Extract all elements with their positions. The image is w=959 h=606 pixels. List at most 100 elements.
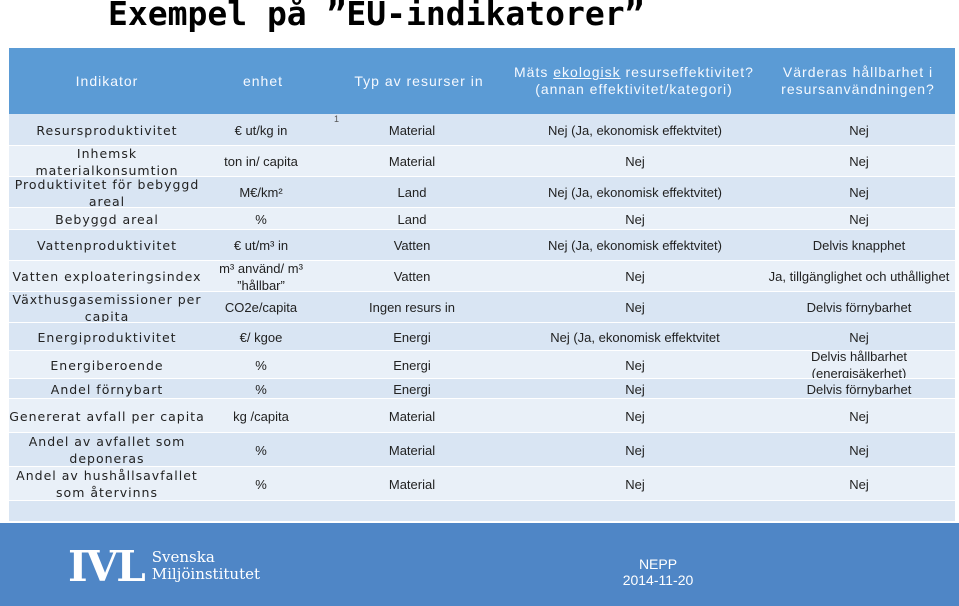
row-divider (9, 398, 955, 399)
row-divider (9, 432, 955, 433)
row-divider (9, 322, 955, 323)
cell-measured: Nej (Ja, ekonomisk effektvitet) (548, 122, 722, 138)
logo-mark: IVL (68, 541, 146, 591)
cell-unit: € ut/kg in (234, 122, 288, 138)
cell-indicator: Växthusgasemissioner per capita (12, 291, 202, 324)
table-row: Vatten exploateringsindex m³ använd/ m³ ”… (9, 260, 955, 293)
cell-resource: Material (388, 154, 436, 169)
cell-sustainability: Nej (849, 476, 869, 492)
cell-measured: Nej (Ja, ekonomisk effektvitet) (548, 185, 722, 200)
table-row: Bebyggd areal% Land Nej Nej (9, 208, 955, 230)
header-underlined-word: ekologisk (553, 64, 621, 80)
row-divider (9, 466, 955, 467)
cell-sustainability: Delvis förnybarhet (806, 300, 912, 315)
cell-sustainability: Nej (849, 185, 869, 200)
cell-unit: % (255, 381, 267, 397)
table-row: Inhemsk materialkonsumtion ton in/ capita… (9, 145, 955, 178)
cell-sustainability: Nej (849, 211, 869, 227)
cell-resource: Land (397, 211, 427, 227)
cell-indicator: Vattenproduktivitet (37, 238, 177, 253)
cell-resource: Energi (393, 381, 431, 397)
cell-sustainability: Nej (849, 329, 869, 345)
cell-measured: Nej (625, 476, 645, 492)
ivl-logo: IVL Svenska Miljöinstitutet (68, 542, 261, 591)
cell-resource: Material (388, 408, 436, 424)
cell-sustainability: Nej (849, 408, 869, 424)
cell-measured: Nej (Ja, ekonomisk effektvitet (550, 329, 720, 345)
cell-resource: Material (388, 442, 436, 458)
table-row: Växthusgasemissioner per capita CO2e/capi… (9, 291, 955, 324)
cell-sustainability: Nej (849, 442, 869, 458)
cell-indicator: Energiproduktivitet (37, 329, 177, 345)
footnote-mark: 1 (334, 114, 340, 124)
row-divider (9, 260, 955, 261)
table-row: Genererat avfall per capita kg /capita Mat… (9, 399, 955, 433)
cell-measured: Nej (625, 269, 645, 284)
cell-resource: Energi (393, 329, 431, 345)
cell-unit: ton in/ capita (224, 154, 298, 169)
cell-sustainability: Delvis knapphet (812, 238, 906, 253)
table-row: Vattenproduktivitet € ut/m³ in Vatten Nej (… (9, 230, 955, 261)
table-row: Energiproduktivitet €/ kgoe Energi Nej (Ja,… (9, 323, 955, 351)
header-sustainability: Värderas hållbarhet i resursanvändningen… (781, 64, 935, 97)
cell-unit: m³ använd/ m³ ”hållbar” (219, 260, 303, 293)
cell-unit: kg /capita (233, 408, 289, 424)
cell-resource: Material (388, 122, 436, 138)
cell-resource: Vatten (393, 238, 431, 253)
cell-measured: Nej (625, 381, 645, 397)
cell-resource: Vatten (393, 269, 431, 284)
table-row: Produktivitet för bebyggd areal M€/km² Lan… (9, 177, 955, 209)
cell-measured: Nej (625, 357, 645, 373)
row-divider (9, 350, 955, 351)
cell-resource: Land (397, 185, 427, 200)
cell-measured: Nej (625, 211, 645, 227)
row-divider (9, 291, 955, 292)
cell-unit: % (255, 211, 267, 227)
cell-resource: Material (388, 476, 436, 492)
footer-org: NEPP (638, 556, 678, 572)
cell-sustainability: Nej (849, 122, 869, 138)
cell-unit: % (255, 442, 267, 458)
cell-sustainability: Delvis hållbarhet (energisäkerhet) (810, 349, 908, 381)
cell-indicator: Andel av avfallet som deponeras (28, 434, 186, 466)
cell-measured: Nej (625, 408, 645, 424)
cell-sustainability: Ja, tillgänglighet och uthållighet (768, 269, 950, 284)
cell-sustainability: Nej (849, 154, 869, 169)
cell-unit: % (255, 476, 267, 492)
cell-measured: Nej (625, 442, 645, 458)
cell-indicator: Vatten exploateringsindex (12, 269, 202, 284)
indicator-table: Resursproduktivitet € ut/kg in Material Nej… (9, 114, 955, 521)
table-row: Andel av hushållsavfallet som återvinns%… (9, 467, 955, 501)
table-row: Resursproduktivitet € ut/kg in Material Nej… (9, 114, 955, 146)
row-divider (9, 145, 955, 146)
header-resource-type: Typ av resurser in (354, 72, 484, 89)
header-unit: enhet (242, 72, 284, 89)
cell-unit: CO2e/capita (224, 300, 298, 315)
footer-info: NEPP 2014-11-20 (598, 556, 718, 588)
row-divider (9, 176, 955, 177)
cell-measured: Nej (Ja, ekonomisk effektvitet) (548, 238, 722, 253)
cell-indicator: Bebyggd areal (55, 211, 159, 227)
header-measured: Mäts ekologisk resurseffektivitet? (anna… (514, 64, 754, 97)
cell-resource: Ingen resurs in (369, 300, 455, 315)
cell-indicator: Genererat avfall per capita (9, 408, 205, 424)
row-divider (9, 378, 955, 379)
cell-measured: Nej (625, 154, 645, 169)
cell-indicator: Energiberoende (50, 357, 164, 373)
cell-resource: Energi (393, 357, 431, 373)
logo-text: Svenska Miljöinstitutet (151, 548, 261, 583)
header-indicator: Indikator (75, 72, 139, 89)
cell-unit: €/ kgoe (239, 329, 283, 345)
table-row: Andel förnybart% Energi Nej Delvis förnybar… (9, 379, 955, 399)
cell-indicator: Inhemsk materialkonsumtion (35, 145, 179, 178)
table-row: Energiberoende% Energi Nej Delvis hållbarhe… (9, 349, 955, 381)
row-divider (9, 207, 955, 208)
row-divider (9, 500, 955, 501)
table-header: Indikator enhet Typ av resurser in Mäts … (9, 48, 955, 114)
cell-unit: € ut/m³ in (233, 238, 289, 253)
page-title: Exempel på ”EU-indikatorer” (108, 0, 645, 33)
cell-indicator: Resursproduktivitet (36, 122, 178, 138)
cell-measured: Nej (625, 300, 645, 315)
footer-date: 2014-11-20 (622, 572, 694, 588)
table-row: Andel av avfallet som deponeras% Material… (9, 433, 955, 467)
